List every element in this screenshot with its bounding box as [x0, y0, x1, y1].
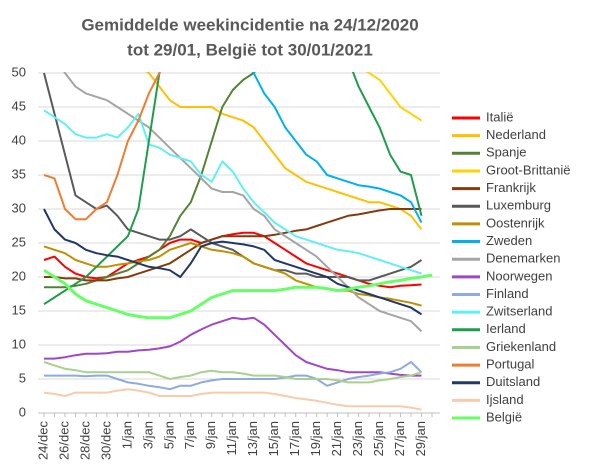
- legend-label: Ierland: [486, 321, 526, 336]
- series-line: [44, 361, 423, 391]
- y-tick-label: 40: [12, 132, 26, 147]
- series-line: [43, 268, 433, 320]
- legend-label: Zwitserland: [486, 304, 552, 319]
- legend: Italië Nederland Spanje Groot-Brittanië Fran…: [452, 109, 571, 424]
- x-tick-label: 5/jan: [161, 421, 176, 449]
- series-line: [43, 242, 422, 307]
- series-line: [43, 72, 161, 221]
- y-tick-label: 5: [19, 370, 26, 385]
- y-tick-label: 20: [12, 268, 26, 283]
- series-line: [43, 72, 423, 306]
- series-line: [251, 72, 423, 224]
- grid: 0 5 10 15 20 25 30 35 40 45 50 24/dec 26/dec 28/dec 30…: [12, 64, 440, 460]
- x-tick-label: 1/jan: [119, 421, 134, 449]
- legend-label: Groot-Brittanië: [486, 162, 571, 177]
- legend-label: Nederland: [486, 127, 546, 142]
- legend-label: Frankrijk: [486, 180, 536, 195]
- legend-label: Finland: [486, 286, 529, 301]
- legend-label: Italië: [486, 109, 513, 124]
- y-tick-label: 30: [12, 200, 26, 215]
- legend-label: Spanje: [486, 145, 526, 160]
- series-line: [43, 208, 423, 316]
- x-tick-label: 23/jan: [350, 421, 365, 456]
- legend-label: Luxemburg: [486, 198, 551, 213]
- legend-label: Duitsland: [486, 374, 540, 389]
- legend-label: Griekenland: [486, 339, 556, 354]
- legend-label: Zweden: [486, 233, 532, 248]
- x-tick-label: 15/jan: [266, 421, 281, 456]
- x-tick-label: 3/jan: [140, 421, 155, 449]
- chart-title: Gemiddelde weekincidentie na 24/12/2020: [81, 15, 418, 34]
- plot-area: [43, 72, 433, 411]
- x-tick-label: 30/dec: [98, 421, 113, 461]
- series-line: [44, 208, 422, 282]
- y-tick-label: 45: [12, 98, 26, 113]
- y-tick-label: 10: [12, 336, 26, 351]
- x-tick-label: 29/jan: [413, 421, 428, 456]
- x-tick-label: 13/jan: [245, 421, 260, 456]
- x-tick-label: 9/jan: [203, 421, 218, 449]
- y-tick-label: 50: [12, 64, 26, 79]
- legend-label: Noorwegen: [486, 268, 553, 283]
- series-line: [43, 388, 422, 411]
- x-tick-label: 19/jan: [308, 421, 323, 456]
- x-tick-label: 25/jan: [371, 421, 386, 456]
- x-tick-label: 28/dec: [77, 421, 92, 461]
- x-tick-label: 11/jan: [224, 421, 239, 455]
- y-tick-label: 35: [12, 166, 26, 181]
- y-tick-label: 25: [12, 234, 26, 249]
- y-tick-label: 15: [12, 302, 26, 317]
- series-line: [44, 72, 256, 289]
- series-line: [44, 316, 422, 377]
- legend-label: Portugal: [486, 357, 535, 372]
- x-tick-label: 21/jan: [329, 421, 344, 456]
- series-line: [63, 72, 423, 333]
- series-line: [43, 361, 422, 384]
- x-tick-label: 26/dec: [56, 421, 71, 461]
- legend-label: Oostenrijk: [486, 215, 545, 230]
- series-line: [145, 72, 423, 231]
- x-tick-label: 27/jan: [392, 421, 407, 456]
- legend-label: Denemarken: [486, 251, 560, 266]
- legend-label: België: [486, 409, 522, 424]
- chart-title: tot 29/01, België tot 30/01/2021: [127, 40, 373, 59]
- x-tick-label: 24/dec: [35, 421, 50, 461]
- x-tick-label: 7/jan: [182, 421, 197, 449]
- legend-label: Ijsland: [486, 392, 524, 407]
- y-tick-label: 0: [19, 404, 26, 419]
- x-tick-label: 17/jan: [287, 421, 302, 456]
- series-line: [43, 109, 422, 275]
- series-line: [43, 72, 423, 282]
